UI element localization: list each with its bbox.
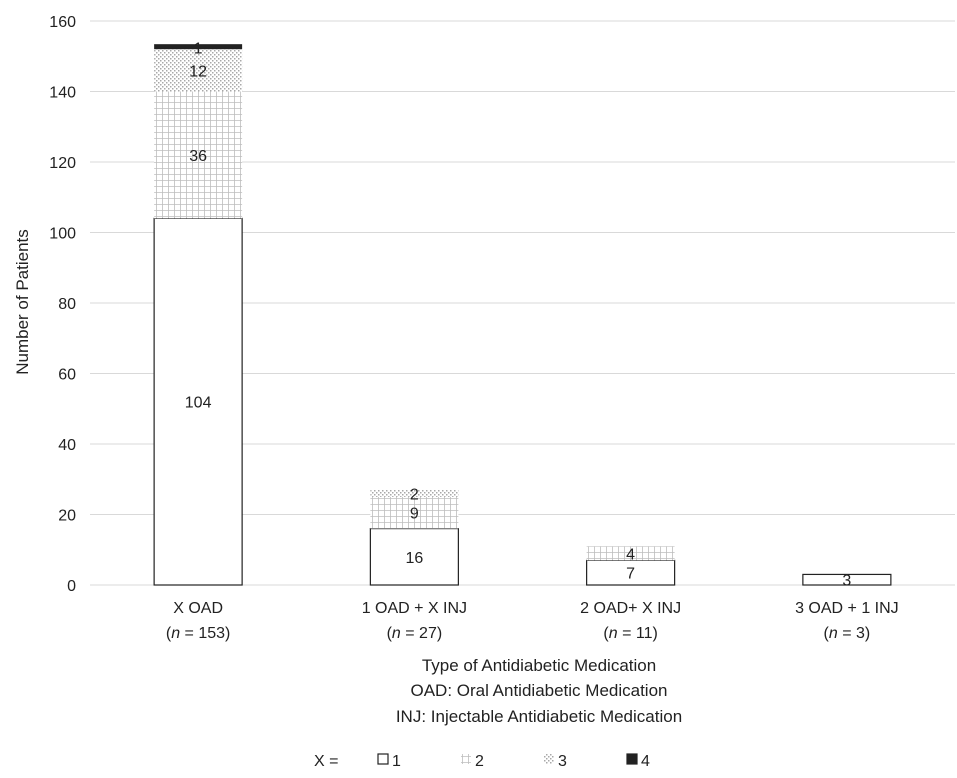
y-tick-label: 80 — [58, 296, 76, 313]
category-n-part: n — [171, 625, 180, 642]
x-axis-title-line-1: Type of Antidiabetic Medication — [422, 656, 656, 675]
data-labels: 104 36 12 1 16 9 2 7 4 3 — [185, 40, 852, 589]
data-label: 12 — [189, 63, 207, 80]
bar-segment — [154, 44, 243, 50]
category-n-label: (n = 27) — [387, 625, 443, 642]
category-n-label: (n = 153) — [166, 625, 231, 642]
data-label: 7 — [626, 566, 635, 583]
category-n-part: 3 — [856, 625, 865, 642]
category-n-part: 153 — [198, 625, 225, 642]
data-label: 3 — [842, 573, 851, 590]
legend-label: 2 — [475, 753, 484, 770]
data-label: 9 — [410, 506, 419, 523]
data-label: 1 — [194, 40, 203, 57]
bar-segment — [586, 546, 675, 561]
category-label: 1 OAD + X INJ — [362, 600, 467, 617]
category-n-part: ( — [166, 625, 172, 642]
category-n-label: (n = 11) — [603, 625, 657, 642]
category-n-part: n — [829, 625, 838, 642]
bar-segment — [154, 91, 243, 219]
bar-segment — [802, 573, 892, 586]
x-category-labels: X OAD(n = 153)1 OAD + X INJ(n = 27)2 OAD… — [166, 600, 899, 642]
category-n-part: 11 — [636, 625, 653, 642]
data-label: 4 — [626, 546, 635, 563]
legend-swatch — [377, 753, 389, 765]
bars — [153, 44, 892, 586]
category-n-part: n — [392, 625, 401, 642]
bar-segment — [154, 49, 243, 92]
bar-segment — [370, 489, 459, 497]
category-n-part: ( — [387, 625, 393, 642]
category-n-part: ) — [865, 625, 870, 642]
x-axis-title: Type of Antidiabetic Medication OAD: Ora… — [396, 656, 682, 726]
x-axis-title-line-2: OAD: Oral Antidiabetic Medication — [410, 681, 667, 700]
category-n-part: 27 — [419, 625, 437, 642]
data-label: 16 — [405, 550, 423, 567]
y-tick-label: 100 — [49, 226, 76, 243]
category-n-part: = — [618, 625, 636, 642]
category-label: 2 OAD+ X INJ — [580, 600, 681, 617]
category-n-label: (n = 3) — [824, 625, 871, 642]
category-n-part: = — [838, 625, 856, 642]
category-n-part: ( — [824, 625, 830, 642]
legend-prefix: X = — [314, 753, 338, 770]
category-label: X OAD — [173, 600, 223, 617]
category-n-part: = — [180, 625, 198, 642]
category-n-part: ) — [653, 625, 658, 642]
y-axis-title: Number of Patients — [13, 229, 32, 375]
legend-label: 4 — [641, 753, 650, 770]
y-tick-label: 20 — [58, 508, 76, 525]
category-label: 3 OAD + 1 INJ — [795, 600, 899, 617]
data-label: 2 — [410, 486, 419, 503]
legend-swatch — [544, 754, 554, 764]
y-tick-labels: 0 20 40 60 80 100 120 140 160 — [49, 14, 76, 595]
category-n-part: = — [401, 625, 419, 642]
category-n-part: ) — [225, 625, 230, 642]
legend-label: 3 — [558, 753, 567, 770]
legend-swatch — [626, 753, 638, 765]
data-label: 36 — [189, 148, 207, 165]
category-n-part: n — [609, 625, 618, 642]
bar-segment — [153, 217, 243, 586]
x-axis-title-line-3: INJ: Injectable Antidiabetic Medication — [396, 707, 682, 726]
category-n-part: ( — [603, 625, 609, 642]
y-tick-label: 140 — [49, 85, 76, 102]
legend: X = 1 2 3 4 — [314, 753, 650, 770]
y-tick-label: 60 — [58, 367, 76, 384]
y-tick-label: 160 — [49, 14, 76, 31]
legend-items: 1 2 3 4 — [377, 753, 650, 770]
bar-segment — [369, 527, 459, 586]
legend-label: 1 — [392, 753, 401, 770]
y-tick-label: 0 — [67, 578, 76, 595]
bar-segment — [370, 496, 459, 529]
data-label: 104 — [185, 395, 212, 412]
y-tick-label: 120 — [49, 155, 76, 172]
legend-swatch — [461, 754, 471, 764]
bar-segment — [586, 559, 676, 586]
category-n-part: ) — [437, 625, 442, 642]
y-tick-label: 40 — [58, 437, 76, 454]
